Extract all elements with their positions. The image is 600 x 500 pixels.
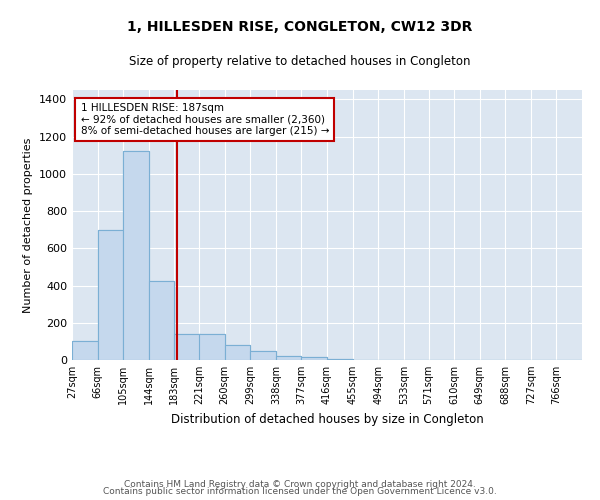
Text: Distribution of detached houses by size in Congleton: Distribution of detached houses by size …	[170, 412, 484, 426]
Y-axis label: Number of detached properties: Number of detached properties	[23, 138, 34, 312]
Bar	[174, 334, 200, 360]
Bar	[301, 357, 327, 360]
Bar	[98, 230, 123, 360]
Text: Contains HM Land Registry data © Crown copyright and database right 2024.: Contains HM Land Registry data © Crown c…	[124, 480, 476, 489]
Bar	[123, 150, 149, 360]
Bar	[149, 281, 174, 360]
Bar	[199, 334, 225, 360]
Bar	[250, 350, 276, 360]
Bar	[276, 356, 301, 360]
Bar	[72, 342, 98, 360]
Bar	[72, 342, 98, 360]
Text: 1, HILLESDEN RISE, CONGLETON, CW12 3DR: 1, HILLESDEN RISE, CONGLETON, CW12 3DR	[127, 20, 473, 34]
Bar	[276, 356, 301, 360]
Bar	[327, 359, 353, 360]
Bar	[123, 150, 149, 360]
Text: 1 HILLESDEN RISE: 187sqm
← 92% of detached houses are smaller (2,360)
8% of semi: 1 HILLESDEN RISE: 187sqm ← 92% of detach…	[80, 103, 329, 136]
Bar	[149, 281, 174, 360]
Bar	[98, 230, 123, 360]
Bar	[250, 350, 276, 360]
Bar	[199, 334, 225, 360]
Bar	[301, 357, 327, 360]
Text: Contains public sector information licensed under the Open Government Licence v3: Contains public sector information licen…	[103, 488, 497, 496]
Bar	[225, 345, 250, 360]
Bar	[327, 359, 353, 360]
Text: Size of property relative to detached houses in Congleton: Size of property relative to detached ho…	[129, 55, 471, 68]
Bar	[174, 334, 200, 360]
Bar	[225, 345, 250, 360]
